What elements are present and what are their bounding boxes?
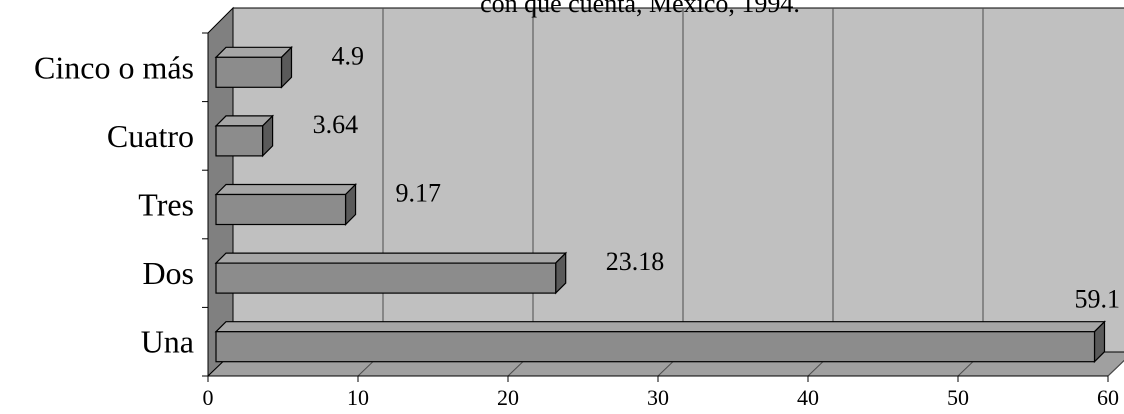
- bar-top: [214, 321, 1106, 333]
- data-label: 3.64: [313, 110, 359, 139]
- bar-top: [214, 46, 293, 58]
- axes: [202, 32, 1109, 382]
- x-tick-label: 30: [647, 385, 669, 410]
- category-label: Cinco o más: [34, 49, 194, 85]
- data-label: 9.17: [396, 179, 442, 208]
- bar-front: [215, 331, 1096, 363]
- bar-top: [214, 183, 357, 196]
- x-tick-label: 60: [1097, 385, 1119, 410]
- category-label: Una: [141, 324, 194, 360]
- bar-front: [215, 262, 557, 294]
- bar: [214, 45, 293, 89]
- back-wall: [232, 7, 1124, 353]
- data-label: 59.1: [1075, 285, 1121, 314]
- gridline-floor: [1107, 359, 1124, 377]
- x-tick-label: 20: [497, 385, 519, 410]
- data-label: 4.9: [332, 41, 365, 70]
- category-label: Cuatro: [107, 118, 194, 154]
- x-tick-label: 40: [797, 385, 819, 410]
- labels: 0 10 20 30 40 50 60 Cinco o más 4.9 Cuatro 3.64 Tre…: [34, 41, 1120, 410]
- bar-front: [215, 125, 264, 157]
- x-tick-label: 0: [203, 385, 214, 410]
- bar: [214, 251, 568, 295]
- bar: [214, 183, 357, 226]
- x-tick-label: 10: [347, 385, 369, 410]
- bar-top: [214, 252, 568, 264]
- data-label: 23.18: [606, 247, 665, 276]
- bar: [214, 114, 275, 158]
- x-tick-label: 50: [947, 385, 969, 410]
- bars: [214, 45, 1106, 364]
- bar: [214, 320, 1106, 364]
- bar-front: [215, 193, 347, 226]
- bar-front: [215, 56, 283, 88]
- category-label: Tres: [138, 187, 194, 223]
- category-label: Dos: [142, 255, 194, 291]
- chart-title: con que cuenta, México, 1994.: [480, 0, 800, 18]
